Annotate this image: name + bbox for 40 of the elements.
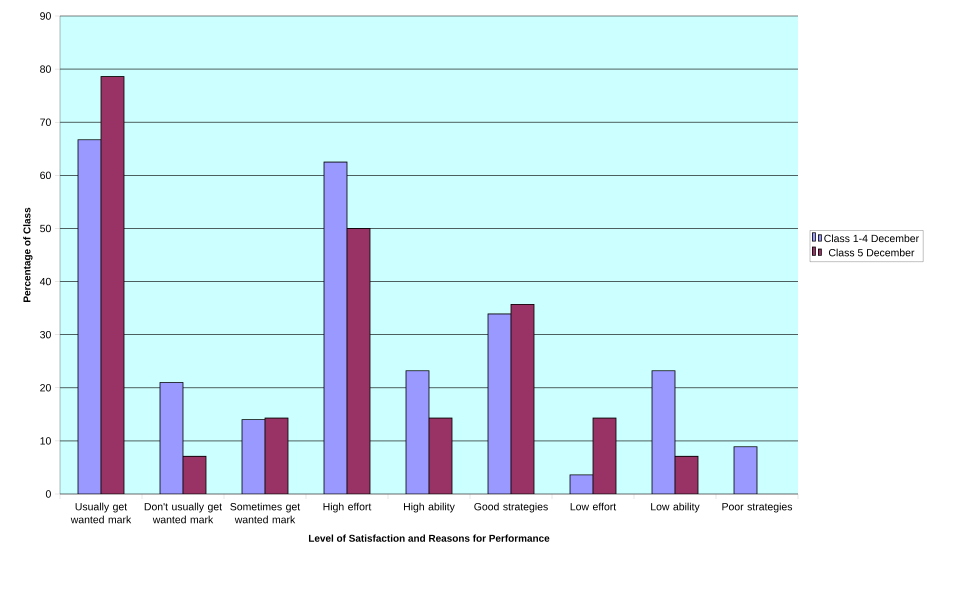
bar (488, 314, 512, 494)
bar (100, 76, 124, 494)
bar (734, 446, 758, 494)
bar (160, 382, 184, 494)
bar (592, 418, 616, 494)
y-tick-label: 70 (40, 118, 51, 126)
legend-label: Class 1-4 December (824, 234, 919, 242)
x-axis-title: Level of Satisfaction and Reasons for Performance (308, 534, 550, 542)
x-tick-label: Good strategies (474, 502, 548, 512)
bar (78, 139, 102, 494)
bar (570, 474, 594, 494)
x-tick-label: High effort (324, 502, 372, 512)
bar (182, 456, 206, 494)
bar (242, 419, 266, 494)
x-tick-label: Low ability (651, 502, 700, 512)
y-tick-label: 80 (40, 65, 51, 73)
x-tick-label: Usually get wanted mark (70, 502, 132, 524)
legend-label: Class 5 December (828, 248, 914, 256)
y-tick-label: 10 (40, 437, 51, 445)
bar (324, 162, 348, 494)
bar (346, 228, 370, 494)
y-tick-label: 20 (40, 384, 51, 392)
bar (674, 456, 698, 494)
y-tick-label: 0 (46, 490, 51, 498)
y-tick-label: 30 (40, 330, 51, 338)
bar (406, 370, 430, 494)
y-tick-label: 90 (40, 12, 51, 20)
x-tick-label: Poor strategies (722, 502, 792, 512)
x-tick-label: Sometimes get wanted mark (230, 502, 300, 524)
y-tick-label: 50 (40, 224, 51, 232)
bar (264, 418, 288, 494)
y-tick-label: 40 (40, 278, 51, 286)
bar (510, 304, 534, 494)
x-tick-label: Don't usually get wanted mark (144, 502, 222, 524)
y-tick-label: 60 (40, 172, 51, 180)
x-tick-label: Low effort (570, 502, 616, 510)
y-axis-title: Percentage of Class (23, 208, 33, 302)
x-tick-label: High ability (404, 502, 455, 512)
bar (428, 418, 452, 494)
bar (652, 370, 676, 494)
